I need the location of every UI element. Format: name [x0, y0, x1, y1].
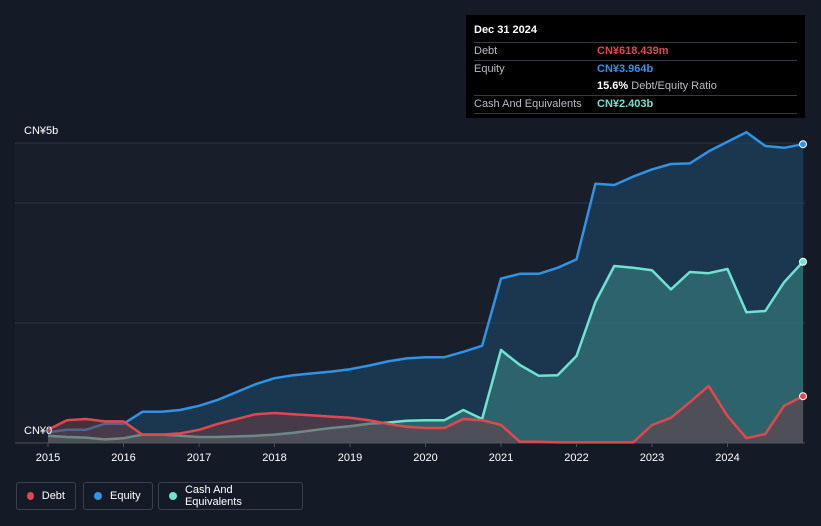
legend-cash[interactable]: Cash And Equivalents [158, 482, 303, 510]
tooltip-cash-label: Cash And Equivalents [474, 98, 582, 110]
x-tick-label: 2016 [111, 452, 135, 464]
tooltip-debt-label: Debt [474, 45, 498, 57]
x-tick-label: 2020 [413, 452, 437, 464]
tooltip-panel: Dec 31 2024 Debt CN¥618.439m Equity CN¥3… [466, 15, 805, 118]
tooltip-row-equity: Equity CN¥3.964b [474, 61, 797, 78]
series-layer [47, 130, 807, 444]
y-bottom-label: CN¥0 [24, 425, 53, 437]
tooltip-row-debt: Debt CN¥618.439m [474, 43, 797, 61]
x-tick-label: 2019 [338, 452, 362, 464]
cash-and-equivalents-area [48, 261, 803, 443]
tooltip-row-ratio: 15.6% Debt/Equity Ratio [474, 78, 797, 96]
legend-debt[interactable]: Debt [16, 482, 76, 510]
debt-area [48, 386, 803, 443]
x-tick-label: 2021 [489, 452, 513, 464]
equity-line [47, 130, 804, 434]
tooltip-date: Dec 31 2024 [474, 15, 797, 43]
cash-dot-icon [169, 492, 177, 500]
tooltip-ratio-spacer [474, 78, 597, 95]
debt-end-point [799, 392, 807, 401]
x-tick-label: 2023 [640, 452, 664, 464]
tooltip-ratio-value: 15.6% [597, 80, 629, 92]
tooltip-row-cash: Cash And Equivalents CN¥2.403b [474, 96, 797, 114]
equity-end-point [799, 140, 807, 149]
x-tick-label: 2024 [715, 452, 739, 464]
debt-line [47, 384, 804, 444]
x-tick-label: 2015 [36, 452, 60, 464]
y-top-label: CN¥5b [24, 125, 59, 137]
x-tick-label: 2018 [262, 452, 286, 464]
x-tick-label: 2022 [564, 452, 588, 464]
tooltip-equity-value: CN¥3.964b [597, 63, 654, 75]
legend-equity-label: Equity [110, 490, 141, 502]
debt-dot-icon [27, 492, 34, 500]
tooltip-cash-value: CN¥2.403b [597, 98, 654, 110]
legend-equity[interactable]: Equity [83, 482, 153, 510]
tooltip-ratio: 15.6% Debt/Equity Ratio [597, 78, 717, 95]
cash-and-equivalents-end-point [799, 257, 807, 266]
legend-debt-label: Debt [41, 490, 65, 502]
equity-dot-icon [94, 492, 102, 500]
tooltip-ratio-label: Debt/Equity Ratio [631, 80, 717, 92]
x-axis: 2015 2016 2017 2018 2019 2020 2021 2022 2023 2024 [36, 443, 740, 464]
tooltip-equity-label: Equity [474, 63, 505, 75]
x-tick-label: 2017 [187, 452, 211, 464]
tooltip-debt-value: CN¥618.439m [597, 45, 669, 57]
legend-cash-label: Cash And Equivalents [184, 484, 242, 508]
